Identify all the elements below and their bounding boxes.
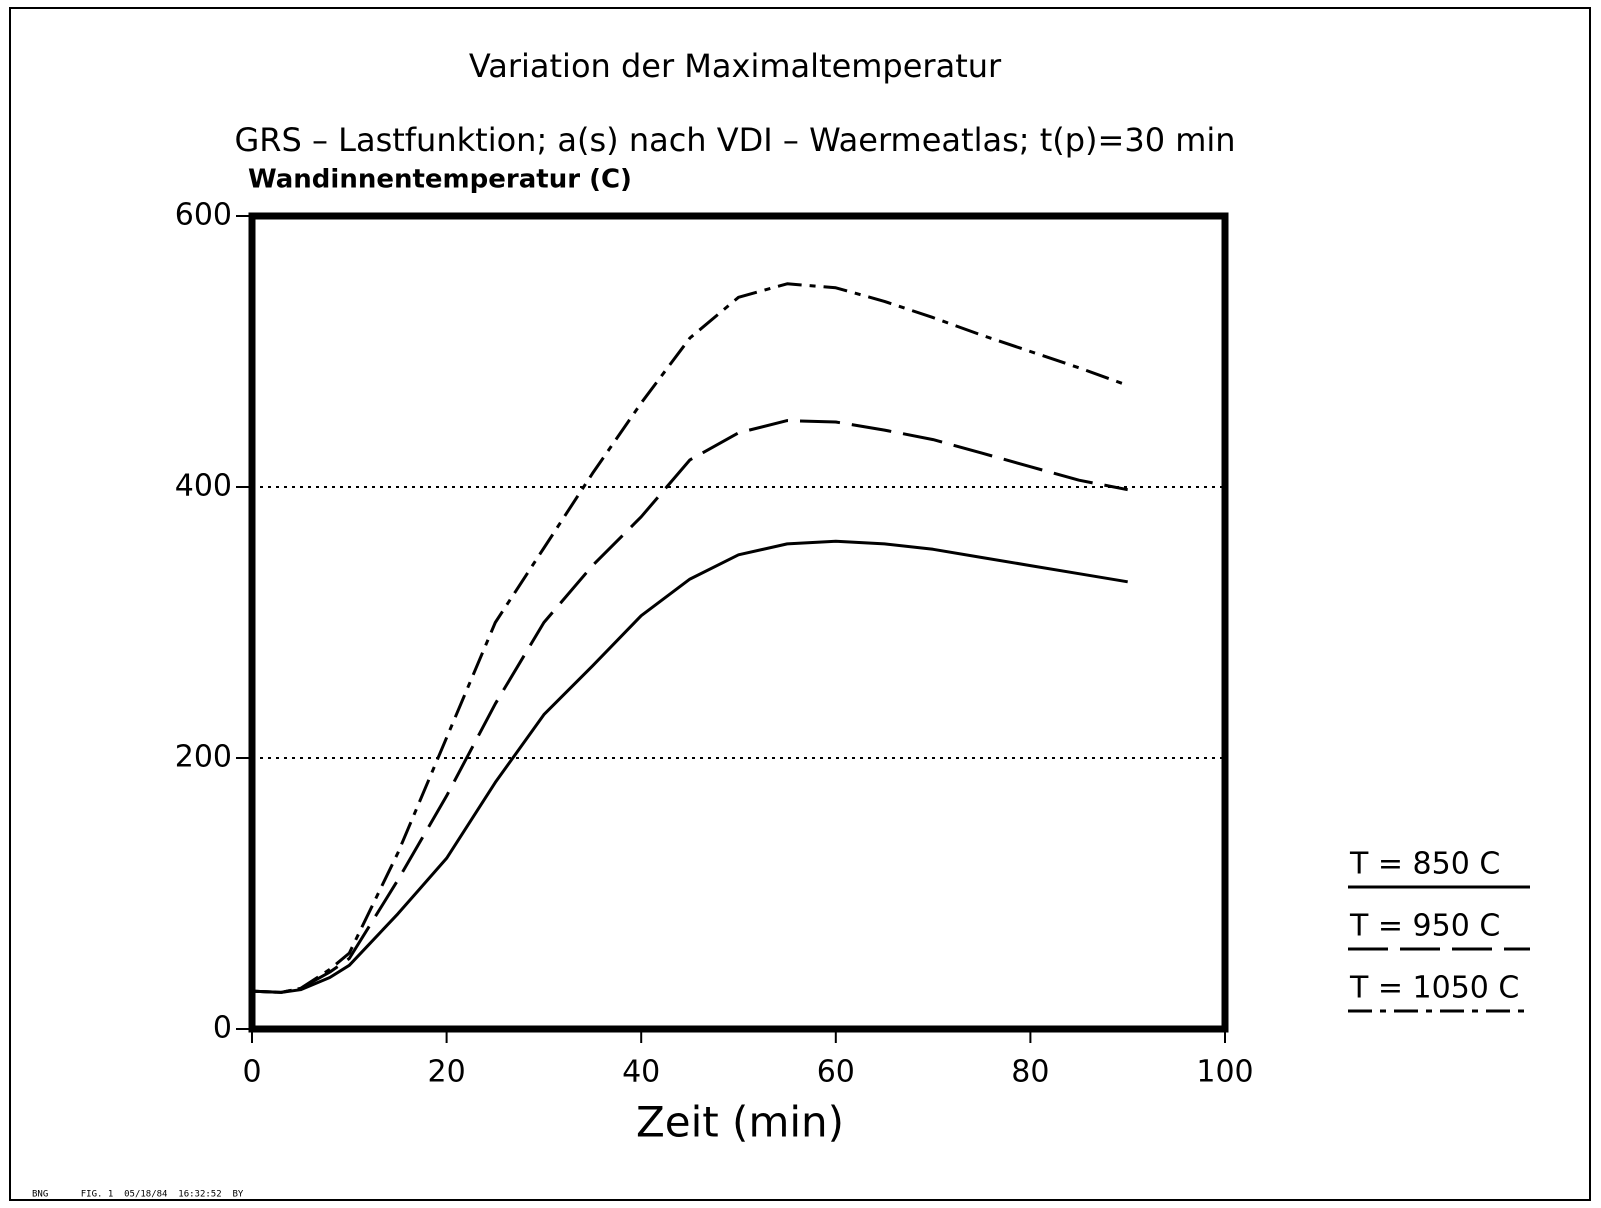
footer: BNG FIG. 1 05/18/84 16:32:52 BY [32,1190,244,1200]
chart-subtitle: GRS – Lastfunktion; a(s) nach VDI – Waer… [234,121,1235,159]
x-tick-label: 100 [1196,1055,1253,1090]
line-series [251,282,1129,994]
x-tick-label: 80 [1011,1055,1049,1090]
page-frame [9,7,1591,1201]
x-axis-label: Zeit (min) [636,1098,844,1147]
chart-title: Variation der Maximaltemperatur [469,47,1002,85]
legend-label: T = 950 C [1349,909,1500,944]
legend-label: T = 850 C [1349,847,1500,882]
line-series [251,539,1128,994]
x-tick-label: 40 [622,1055,660,1090]
y-tick-label: 600 [175,198,232,233]
line-series [251,419,1128,994]
y-tick-label: 0 [213,1011,232,1046]
y-axis-label: Wandinnentemperatur (C) [248,165,632,195]
plot-frame [248,212,1229,1033]
y-tick-label: 200 [175,740,232,775]
x-tick-label: 60 [817,1055,855,1090]
x-tick-label: 20 [428,1055,466,1090]
y-tick-label: 400 [175,469,232,504]
legend-label: T = 1050 C [1349,971,1519,1006]
x-tick-label: 0 [242,1055,261,1090]
